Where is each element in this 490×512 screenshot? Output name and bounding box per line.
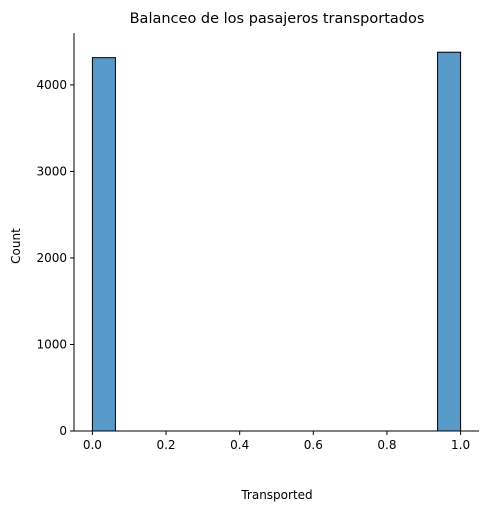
- x-tick-label: 0.2: [156, 438, 175, 452]
- x-axis-label: Transported: [240, 488, 312, 502]
- x-tick-label: 0.0: [83, 438, 102, 452]
- y-tick-label: 1000: [36, 337, 67, 351]
- x-axis-ticks: 0.0 0.2 0.4 0.6 0.8 1.0: [83, 431, 470, 452]
- y-axis-ticks: 0 1000 2000 3000 4000: [36, 78, 74, 438]
- y-tick-label: 3000: [36, 164, 67, 178]
- histogram-bar-1: [437, 51, 462, 432]
- y-tick-label: 4000: [36, 78, 67, 92]
- y-tick-label: 2000: [36, 251, 67, 265]
- x-tick-label: 0.4: [230, 438, 249, 452]
- x-tick-label: 0.6: [304, 438, 323, 452]
- x-tick-label: 0.8: [377, 438, 396, 452]
- bars-group: [91, 51, 462, 432]
- histogram-bar-0: [91, 57, 116, 432]
- x-tick-label: 1.0: [451, 438, 470, 452]
- chart-title: Balanceo de los pasajeros transportados: [130, 11, 425, 27]
- y-tick-label: 0: [59, 424, 67, 438]
- y-axis-label: Count: [9, 228, 23, 264]
